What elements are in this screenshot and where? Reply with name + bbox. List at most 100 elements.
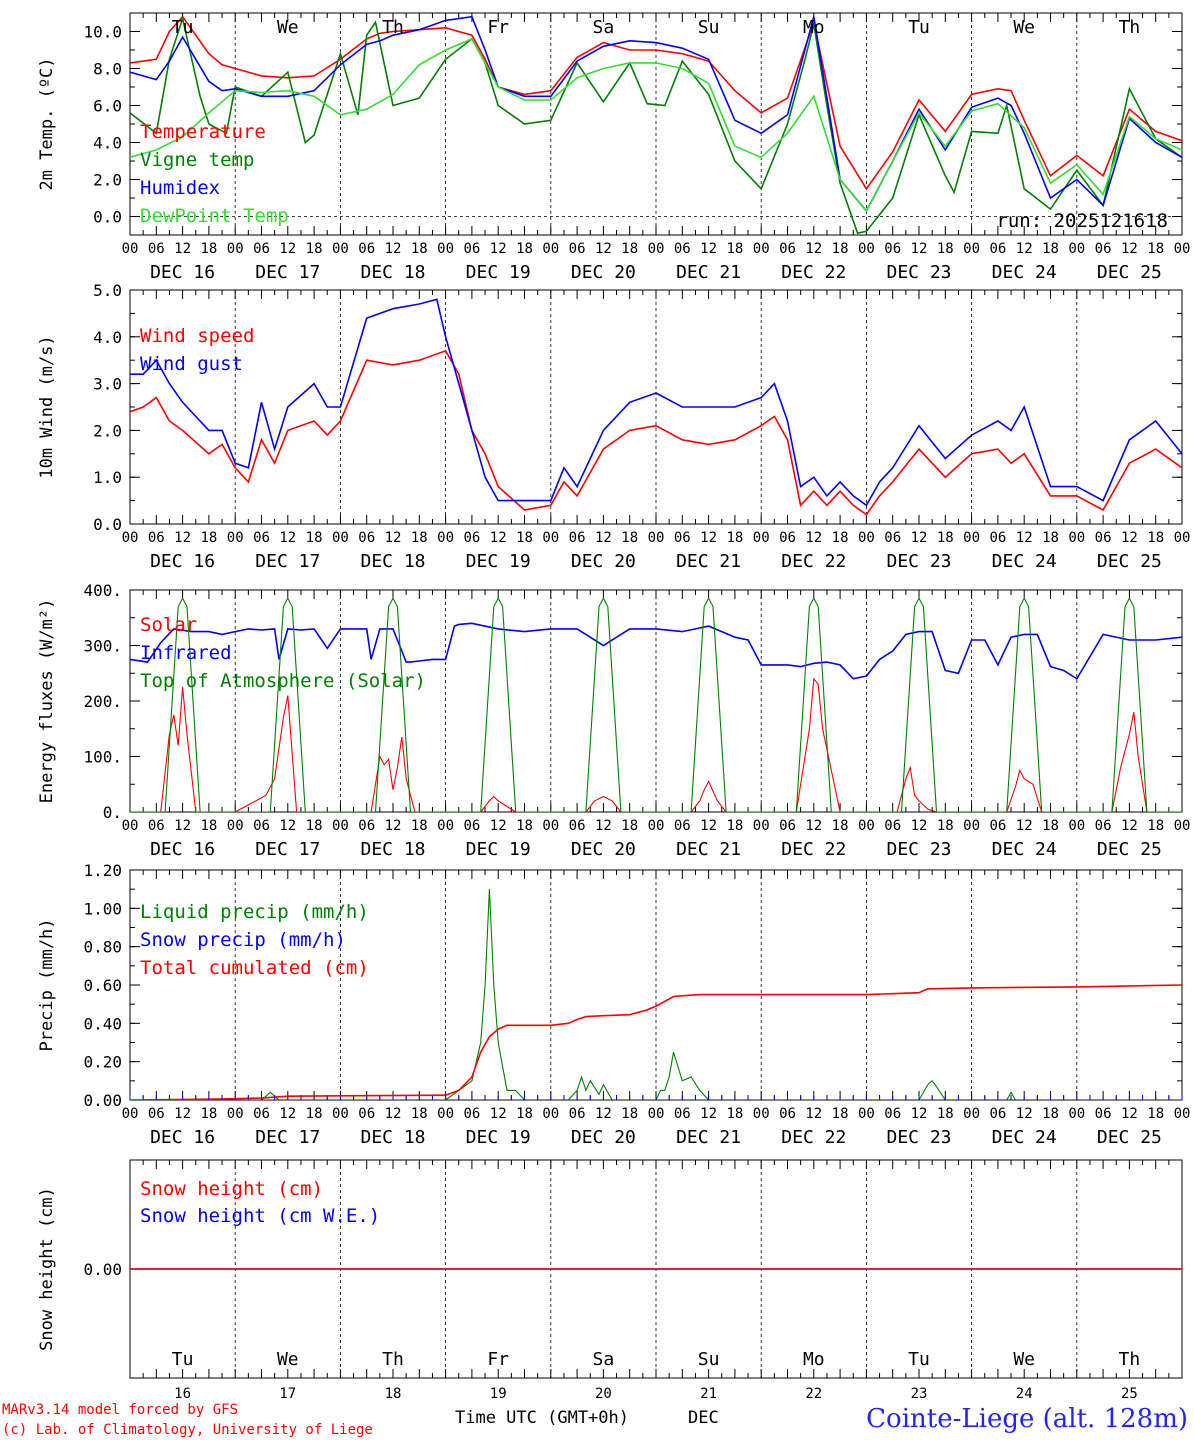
hour-tick-label: 06: [463, 1106, 480, 1122]
hour-tick-label: 18: [1147, 1106, 1164, 1122]
hour-tick-label: 00: [753, 530, 770, 546]
hour-tick-label: 06: [1095, 818, 1112, 834]
hour-tick-label: 00: [753, 241, 770, 257]
series-line-infrared: [130, 622, 1182, 680]
date-label: DEC 22: [781, 839, 846, 860]
y-tick-label: 2.0: [93, 171, 122, 190]
hour-tick-label: 00: [1174, 241, 1191, 257]
date-label: DEC 19: [466, 551, 531, 572]
hour-tick-label: 12: [595, 818, 612, 834]
date-label: DEC 17: [255, 551, 320, 572]
hour-tick-label: 00: [648, 818, 665, 834]
date-label: DEC 20: [571, 839, 636, 860]
footer: MARv3.14 model forced by GFS (c) Lab. of …: [2, 1402, 1188, 1438]
legend-entry: Temperature: [140, 121, 266, 143]
date-label: DEC 24: [992, 262, 1057, 283]
series-line-solar: [130, 677, 1182, 812]
hour-tick-label: 00: [963, 818, 980, 834]
y-axis-label: Energy fluxes (W/m²): [37, 599, 57, 804]
hour-tick-label: 12: [279, 530, 296, 546]
hour-tick-label: 00: [542, 818, 559, 834]
day-number-label: 20: [595, 1386, 612, 1402]
day-number-label: 18: [385, 1386, 402, 1402]
panel-temp: 0.0 2.0 4.0 6.0 8.0 10.0 2m Temp. (ºC) Temperat…: [37, 12, 1191, 283]
hour-tick-label: 18: [726, 818, 743, 834]
hour-tick-label: 12: [174, 818, 191, 834]
date-label: DEC 19: [466, 1127, 531, 1148]
date-label: DEC 20: [571, 1127, 636, 1148]
y-axis-label: Snow height (cm): [37, 1187, 57, 1351]
date-label: DEC 21: [676, 1127, 741, 1148]
hour-tick-label: 06: [253, 1106, 270, 1122]
y-tick-label: 0.00: [83, 1091, 122, 1110]
y-tick-label: 6.0: [93, 97, 122, 116]
hour-tick-label: 00: [542, 530, 559, 546]
hour-tick-label: 00: [437, 530, 454, 546]
series-line-humidex: [130, 15, 1182, 213]
hour-tick-label: 12: [174, 530, 191, 546]
hour-tick-label: 18: [1147, 818, 1164, 834]
hour-tick-label: 00: [332, 818, 349, 834]
date-label: DEC 19: [466, 839, 531, 860]
weekday-label: Th: [1119, 1349, 1141, 1370]
legend-entry: Snow height (cm W.E.): [140, 1205, 380, 1227]
hour-tick-label: 12: [1121, 818, 1138, 834]
hour-tick-label: 00: [437, 1106, 454, 1122]
legend-entry: Humidex: [140, 177, 220, 199]
hour-tick-label: 18: [200, 241, 217, 257]
hour-tick-label: 00: [648, 1106, 665, 1122]
hour-tick-label: 00: [858, 1106, 875, 1122]
hour-tick-label: 18: [1042, 1106, 1059, 1122]
weekday-label: We: [1013, 1349, 1035, 1370]
hour-tick-label: 06: [674, 241, 691, 257]
hour-tick-label: 06: [884, 1106, 901, 1122]
hour-tick-label: 00: [122, 1106, 139, 1122]
hour-tick-label: 12: [911, 1106, 928, 1122]
time-axis-title: Time UTC (GMT+0h): [455, 1408, 629, 1428]
weekday-label: Sa: [593, 1349, 615, 1370]
date-label: DEC 24: [992, 839, 1057, 860]
hour-tick-label: 00: [1068, 1106, 1085, 1122]
hour-tick-label: 06: [463, 818, 480, 834]
legend-entry: Solar: [140, 614, 197, 636]
y-axis-label: 10m Wind (m/s): [37, 335, 57, 478]
date-label: DEC 21: [676, 551, 741, 572]
hour-tick-label: 00: [437, 818, 454, 834]
legend-entry: Wind gust: [140, 353, 243, 375]
series-line-top-of-atmosphere-solar: [130, 597, 1182, 812]
hour-tick-label: 06: [569, 818, 586, 834]
hour-tick-label: 12: [490, 818, 507, 834]
hour-tick-label: 12: [700, 1106, 717, 1122]
model-credit: MARv3.14 model forced by GFS: [2, 1402, 238, 1418]
hour-tick-label: 00: [753, 818, 770, 834]
hour-tick-label: 00: [858, 530, 875, 546]
lab-credit: (c) Lab. of Climatology, University of L…: [2, 1422, 373, 1438]
legend-entry: Top of Atmosphere (Solar): [140, 670, 426, 692]
hour-tick-label: 06: [989, 530, 1006, 546]
series-line-total-cumulated-cm: [130, 984, 1182, 1100]
date-label: DEC 23: [886, 551, 951, 572]
panel-energy: 0. 100. 200. 300. 400. Energy fluxes (W/m²) So…: [37, 581, 1190, 860]
hour-tick-label: 12: [1016, 530, 1033, 546]
hour-tick-label: 00: [437, 241, 454, 257]
hour-tick-label: 12: [174, 1106, 191, 1122]
panel-snow: 0.00 Snow height (cm) Snow height (cm) Snow…: [37, 1159, 1183, 1402]
hour-tick-label: 18: [1042, 241, 1059, 257]
y-tick-label: 0.80: [83, 938, 122, 957]
date-label: DEC 17: [255, 262, 320, 283]
y-tick-label: 100.: [83, 748, 122, 767]
hour-tick-label: 06: [569, 530, 586, 546]
hour-tick-label: 12: [279, 1106, 296, 1122]
hour-tick-label: 18: [306, 241, 323, 257]
y-axis-label: Precip (mm/h): [37, 918, 57, 1051]
date-label: DEC 25: [1097, 839, 1162, 860]
series-line-vigne-temp: [130, 15, 1182, 235]
hour-tick-label: 18: [411, 530, 428, 546]
hour-tick-label: 18: [726, 530, 743, 546]
hour-tick-label: 06: [1095, 1106, 1112, 1122]
series-line-wind-speed: [130, 349, 1182, 516]
hour-tick-label: 06: [148, 818, 165, 834]
panel-wind: 0.0 1.0 2.0 3.0 4.0 5.0 10m Wind (m/s) Wind spe…: [37, 281, 1190, 572]
y-tick-label: 8.0: [93, 60, 122, 79]
hour-tick-label: 18: [726, 1106, 743, 1122]
